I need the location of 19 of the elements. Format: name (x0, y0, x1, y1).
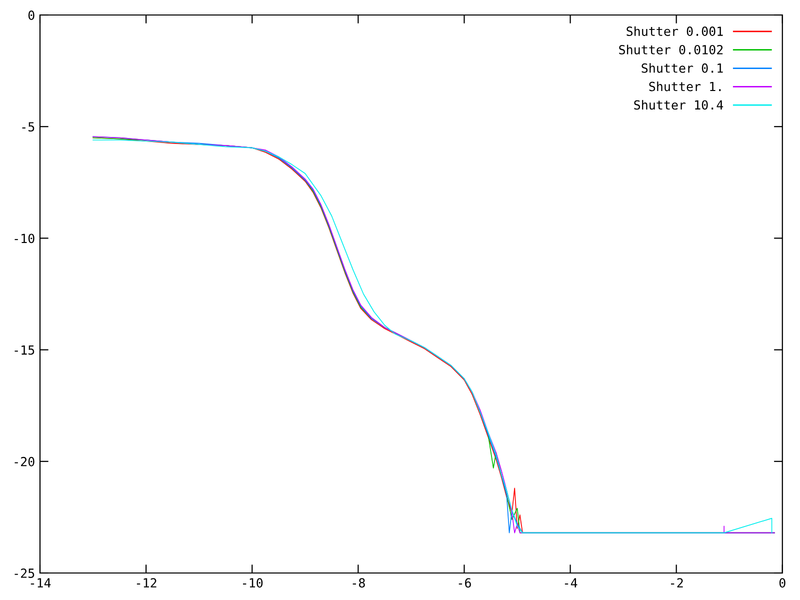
x-tick-label: -8 (352, 578, 365, 588)
y-tick-label: -25 (14, 568, 34, 578)
legend-label: Shutter 0.1 (642, 63, 723, 73)
legend-label: Shutter 10.4 (634, 100, 724, 110)
x-tick-label: -12 (136, 578, 156, 588)
legend-label: Shutter 0.0102 (619, 44, 723, 54)
x-tick-label: -6 (458, 578, 471, 588)
x-tick-label: -2 (670, 578, 683, 588)
y-tick-label: 0 (28, 10, 34, 20)
y-tick-label: -15 (14, 345, 34, 355)
legend-label: Shutter 1. (649, 82, 721, 92)
x-tick-label: 0 (779, 578, 786, 588)
x-tick-label: -14 (30, 578, 51, 588)
y-tick-label: -5 (22, 122, 34, 132)
y-tick-label: -20 (14, 456, 34, 466)
x-tick-label: -10 (243, 578, 263, 588)
x-tick-label: -4 (564, 578, 578, 588)
y-tick-label: -10 (14, 234, 34, 244)
legend-label: Shutter 0.001 (626, 26, 723, 36)
